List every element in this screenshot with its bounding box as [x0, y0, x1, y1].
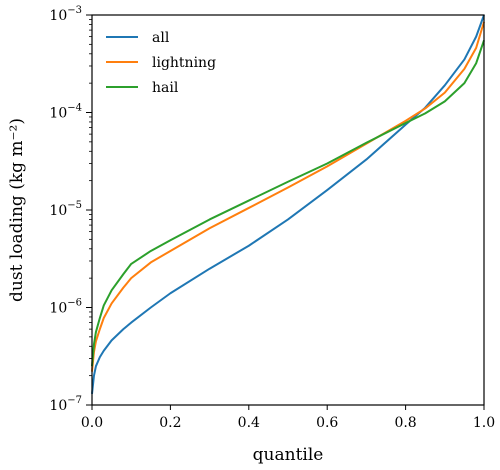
y-tick-exponent: −6	[67, 298, 82, 309]
y-tick-label: 10−6	[49, 298, 82, 317]
plot-lines	[91, 14, 485, 394]
y-axis-label: dust loading (kg m⁻²)	[7, 118, 27, 302]
x-axis: 0.0 0.2 0.4 0.6 0.8 1.0	[81, 405, 495, 431]
x-tick-label: 0.4	[238, 415, 260, 431]
series-line-lightning	[91, 21, 485, 372]
y-axis: 10−710−610−510−410−3	[49, 5, 92, 414]
y-tick-label: 10−3	[49, 5, 82, 24]
x-tick-label: 0.2	[159, 415, 181, 431]
y-tick-label: 10−7	[49, 395, 82, 414]
y-tick-exponent: −3	[67, 5, 82, 16]
y-tick-base: 10	[49, 106, 67, 122]
x-tick-label: 0.8	[394, 415, 416, 431]
y-tick-label: 10−4	[49, 103, 82, 122]
y-tick-base: 10	[49, 8, 67, 24]
series-line-all	[91, 14, 485, 394]
plot-frame	[91, 14, 485, 406]
x-tick-label: 0.0	[81, 415, 103, 431]
x-axis-label: quantile	[253, 445, 324, 465]
legend-label-all: all	[152, 30, 170, 46]
x-tick-label: 0.6	[316, 415, 338, 431]
y-tick-exponent: −4	[67, 103, 82, 114]
y-tick-exponent: −5	[67, 200, 82, 211]
legend-label-hail: hail	[152, 80, 179, 96]
y-tick-base: 10	[49, 203, 67, 219]
series-line-hail	[91, 39, 485, 367]
y-tick-base: 10	[49, 301, 67, 317]
y-tick-label: 10−5	[49, 200, 82, 219]
y-tick-exponent: −7	[67, 395, 82, 406]
legend: all lightning hail	[106, 30, 216, 96]
x-tick-label: 1.0	[473, 415, 495, 431]
y-tick-base: 10	[49, 398, 67, 414]
legend-label-lightning: lightning	[152, 55, 216, 71]
